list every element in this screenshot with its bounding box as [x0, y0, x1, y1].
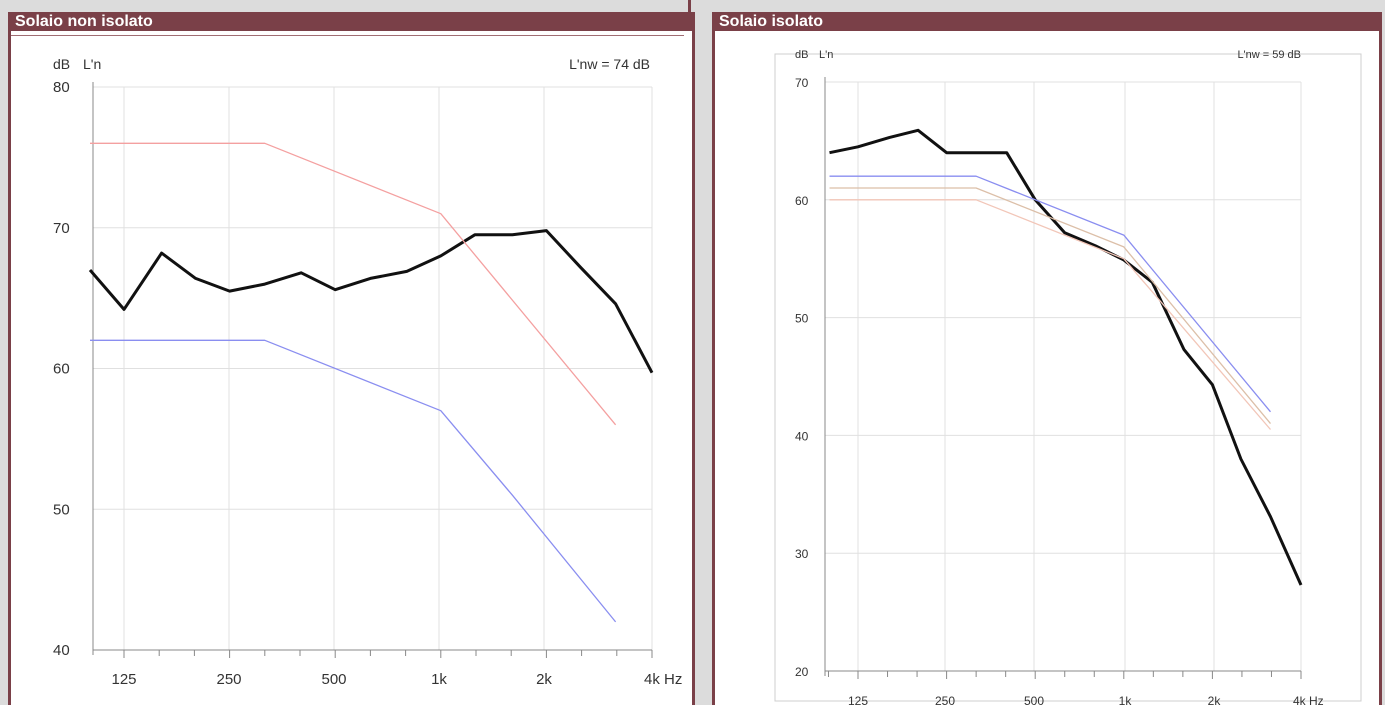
x-tick-label: 125: [111, 671, 136, 688]
x-tick-label: 2k: [536, 671, 552, 688]
y-tick-label: 50: [795, 312, 809, 326]
reference-curve-line: [829, 199, 1271, 430]
y-tick-label: 60: [53, 361, 70, 378]
y-tick-label: 30: [795, 547, 809, 561]
x-tick-label: 250: [216, 671, 241, 688]
y-tick-label: 50: [53, 501, 70, 518]
y-tick-label: 40: [795, 429, 809, 443]
reference-curve-line: [829, 175, 1272, 413]
y-axis-label: dB: [53, 56, 70, 72]
series-label: L'n: [819, 49, 833, 61]
chart-right: 70 60 50 40 30 20 125 250 500 1k 2k 4k Hz dB L'n L'nw …: [774, 49, 1362, 705]
y-tick-label: 40: [53, 642, 70, 659]
chart-panel-left: Solaio non isolato 80 70 60 50 40 125 250 500 1k…: [8, 12, 695, 705]
x-tick-label: 4k Hz: [1293, 694, 1324, 705]
y-tick-label: 80: [53, 79, 70, 96]
panel-title: Solaio non isolato: [8, 12, 695, 31]
measured-series-line: [88, 229, 654, 374]
panel-border-tick: [688, 0, 691, 30]
y-tick-label: 60: [795, 194, 809, 208]
x-tick-label: 250: [935, 694, 955, 705]
x-tick-label: 4k Hz: [644, 671, 682, 688]
x-tick-label: 125: [848, 694, 868, 705]
reference-curve-line: [829, 187, 1272, 425]
reference-curve-line: [90, 339, 617, 623]
x-tick-label: 500: [321, 671, 346, 688]
chart-panel-right: Solaio isolato 70 60 50 40 30 20 125 250 500 1k 2k…: [712, 12, 1382, 705]
x-tick-label: 2k: [1208, 694, 1222, 705]
y-axis-label: dB: [795, 49, 808, 61]
rating-annotation: L'nw = 74 dB: [569, 56, 650, 72]
x-tick-label: 500: [1024, 694, 1044, 705]
rating-annotation: L'nw = 59 dB: [1237, 49, 1301, 61]
panel-title: Solaio isolato: [712, 12, 1382, 31]
y-tick-label: 70: [795, 76, 809, 90]
series-label: L'n: [83, 56, 101, 72]
chart-frame: [774, 53, 1362, 702]
measured-series-line: [829, 128, 1303, 586]
x-tick-label: 1k: [431, 671, 447, 688]
x-tick-label: 1k: [1119, 694, 1133, 705]
y-tick-label: 70: [53, 220, 70, 237]
y-tick-label: 20: [795, 665, 809, 679]
reference-curve-line: [90, 142, 617, 426]
title-rule: [11, 35, 684, 36]
chart-left: 80 70 60 50 40 125 250 500 1k 2k 4k Hz dB L'n L'nw = …: [53, 56, 682, 688]
